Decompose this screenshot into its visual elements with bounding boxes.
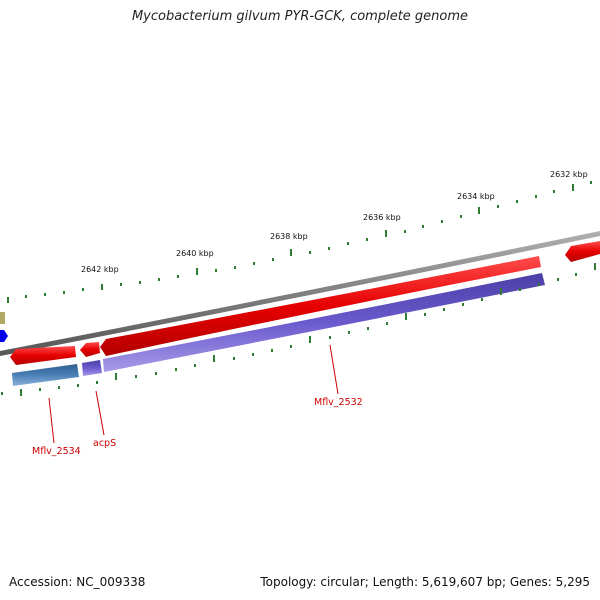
scale-label-2638: 2638 kbp (270, 232, 308, 241)
gene-label-mflv-2532: Mflv_2532 (314, 397, 363, 408)
genome-backbone (0, 231, 600, 356)
gene-mflv-2532-forward (100, 256, 541, 356)
scale-label-2640: 2640 kbp (176, 249, 214, 258)
accession-text: Accession: NC_009338 (9, 575, 146, 589)
gene-label-mflv-2534: Mflv_2534 (32, 446, 81, 457)
scale-label-2636: 2636 kbp (363, 213, 401, 222)
orf-mflv-2534 (12, 364, 79, 386)
outer-tick-row (7, 181, 592, 303)
leader-line-acps (95, 390, 105, 436)
scale-labels: 2642 kbp 2640 kbp 2638 kbp 2636 kbp 2634… (81, 170, 588, 274)
gene-mflv-2534-forward (10, 346, 76, 365)
inner-tick-row (1, 263, 596, 396)
gene-acps-forward (80, 342, 100, 357)
gene-right-edge-forward (565, 241, 600, 262)
scale-label-2634: 2634 kbp (457, 192, 495, 201)
small-feature-blue-arrow (0, 330, 8, 342)
scale-label-2632: 2632 kbp (550, 170, 588, 179)
leader-line-mflv-2534 (48, 397, 55, 444)
scale-label-2642: 2642 kbp (81, 265, 119, 274)
gene-label-acps: acpS (93, 438, 116, 449)
orf-acps (82, 360, 102, 376)
leader-line-mflv-2532 (329, 344, 339, 395)
map-title: Mycobacterium gilvum PYR-GCK, complete g… (131, 9, 469, 24)
orf-mflv-2532 (103, 273, 545, 372)
topology-text: Topology: circular; Length: 5,619,607 bp… (260, 575, 590, 589)
small-feature-olive (0, 312, 5, 324)
